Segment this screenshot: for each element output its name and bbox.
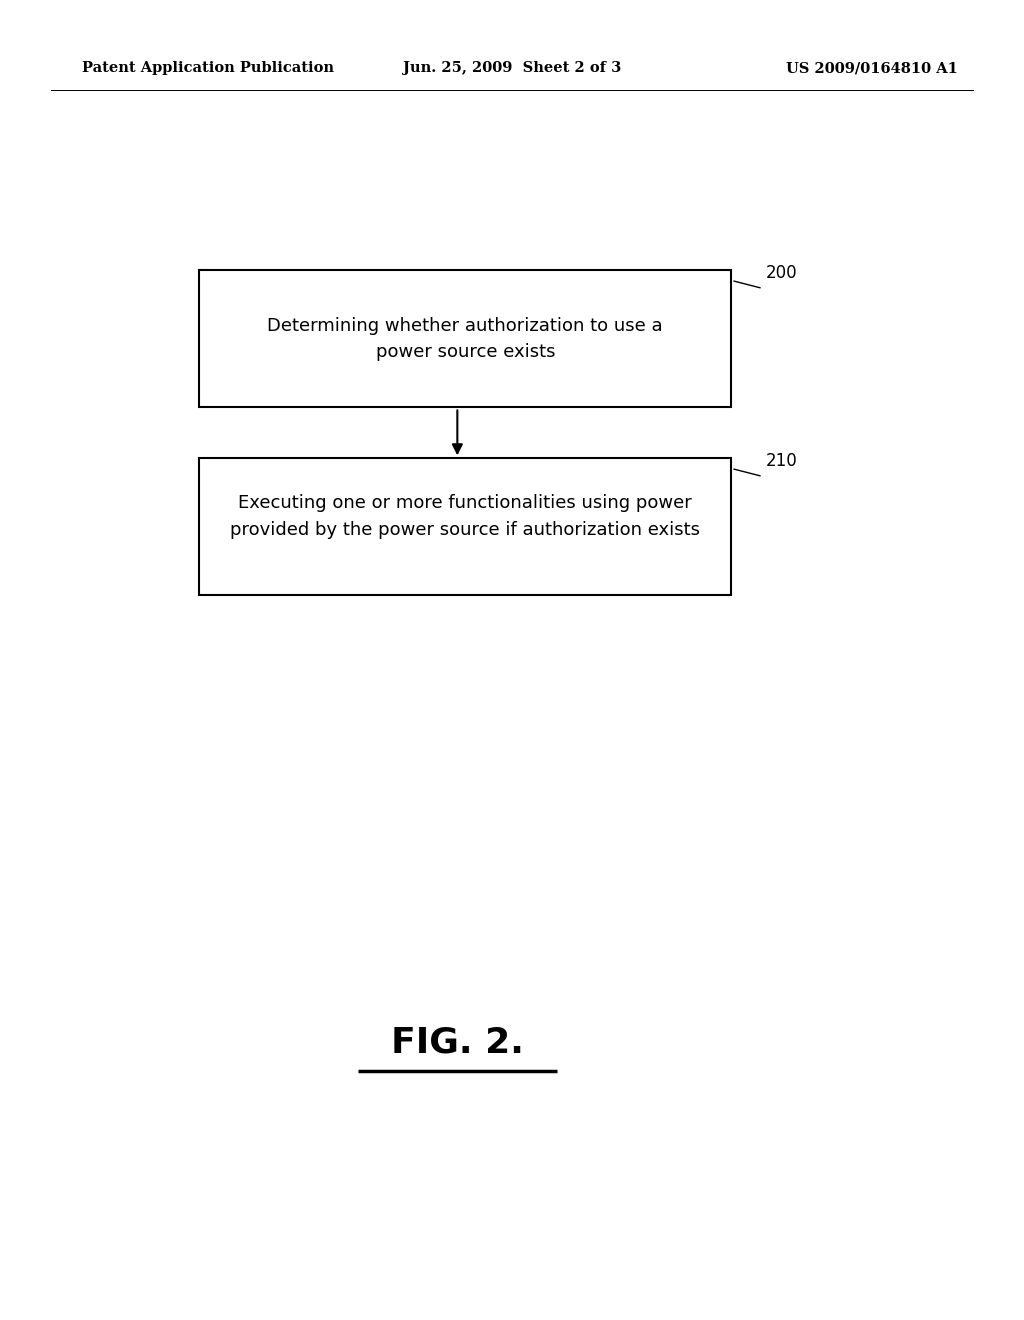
Text: Determining whether authorization to use a
power source exists: Determining whether authorization to use…	[267, 317, 664, 360]
Text: 210: 210	[765, 453, 797, 470]
Text: Jun. 25, 2009  Sheet 2 of 3: Jun. 25, 2009 Sheet 2 of 3	[402, 61, 622, 75]
Text: Patent Application Publication: Patent Application Publication	[82, 61, 334, 75]
Text: US 2009/0164810 A1: US 2009/0164810 A1	[785, 61, 957, 75]
Text: 200: 200	[765, 264, 797, 282]
Text: Executing one or more functionalities using power
provided by the power source i: Executing one or more functionalities us…	[230, 495, 700, 539]
FancyBboxPatch shape	[200, 458, 731, 595]
FancyBboxPatch shape	[200, 271, 731, 408]
Text: FIG. 2.: FIG. 2.	[391, 1026, 524, 1060]
